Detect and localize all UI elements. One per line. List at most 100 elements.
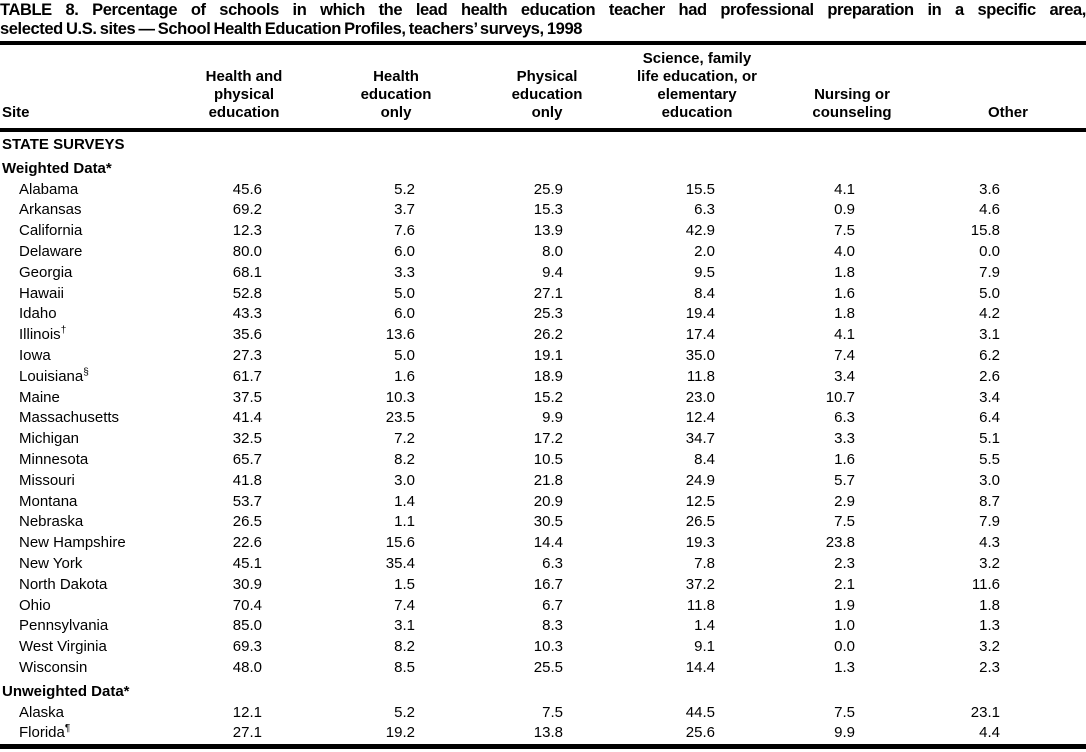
site-name: Michigan <box>19 430 80 448</box>
value-cell: 14.4 <box>533 534 563 552</box>
site-cell: Florida¶ <box>0 723 170 746</box>
site-cell: Pennsylvania <box>0 616 170 637</box>
value-cell: 3.1 <box>979 326 1000 344</box>
value-cell: 25.5 <box>533 658 563 676</box>
value-cell: 8.7 <box>979 492 1000 510</box>
column-header-text: Health <box>373 68 419 85</box>
table-row: Michigan 32.5 7.2 17.2 34.7 3.3 5.1 <box>0 429 1086 450</box>
table-row: West Virginia 69.3 8.2 10.3 9.1 0.0 3.2 <box>0 637 1086 658</box>
column-header-health-and-physical-education: Health and physical education <box>170 45 318 132</box>
site-name: Nebraska <box>19 513 84 531</box>
value-cell: 27.1 <box>533 284 563 302</box>
site-name: Montana <box>19 492 78 510</box>
value-cell: 8.0 <box>542 242 563 260</box>
table-body: STATE SURVEYS Weighted Data* Alabama 45.6 5.… <box>0 130 1086 747</box>
value-cell: 1.8 <box>979 596 1000 614</box>
value-cell: 13.6 <box>385 326 415 344</box>
value-cell: 1.9 <box>834 596 855 614</box>
table-row: Georgia 68.1 3.3 9.4 9.5 1.8 7.9 <box>0 263 1086 284</box>
site-name: Hawaii <box>19 284 65 302</box>
value-cell: 41.8 <box>232 471 262 489</box>
value-cell: 19.1 <box>533 346 563 364</box>
table-row: Arkansas 69.2 3.7 15.3 6.3 0.9 4.6 <box>0 200 1086 221</box>
value-cell: 7.4 <box>834 346 855 364</box>
site-cell: Montana <box>0 492 170 513</box>
value-cell: 22.6 <box>232 534 262 552</box>
value-cell: 15.6 <box>385 534 415 552</box>
value-cell: 8.4 <box>694 284 715 302</box>
column-header-text: physical <box>213 86 275 103</box>
column-header-science-family-life-or-elementary-education: Science, family life education, or element… <box>620 45 774 132</box>
site-cell: New Hampshire <box>0 533 170 554</box>
table-title-line-2: selected U.S. sites — School Health Educ… <box>0 20 582 38</box>
value-cell: 24.9 <box>685 471 715 489</box>
site-name: Alabama <box>19 180 79 198</box>
footnote-marker: † <box>60 325 67 337</box>
value-cell: 43.3 <box>232 305 262 323</box>
value-cell: 23.8 <box>825 534 855 552</box>
value-cell: 7.2 <box>394 430 415 448</box>
value-cell: 7.9 <box>979 513 1000 531</box>
column-header-physical-education-only: Physical education only <box>474 45 620 132</box>
value-cell: 19.4 <box>685 305 715 323</box>
site-cell: California <box>0 221 170 242</box>
site-cell: Nebraska <box>0 512 170 533</box>
value-cell: 3.0 <box>979 471 1000 489</box>
value-cell: 9.1 <box>694 638 715 656</box>
value-cell: 70.4 <box>232 596 262 614</box>
site-cell: Massachusetts <box>0 408 170 429</box>
value-cell: 11.8 <box>686 367 715 385</box>
value-cell: 42.9 <box>685 222 715 240</box>
column-header-other: Other <box>930 45 1086 132</box>
value-cell: 19.2 <box>385 724 415 742</box>
value-cell: 8.4 <box>694 450 715 468</box>
column-header-text: Health and <box>205 68 283 85</box>
value-cell: 23.0 <box>685 388 715 406</box>
site-name: New Hampshire <box>19 534 126 552</box>
value-cell: 2.6 <box>979 367 1000 385</box>
value-cell: 3.3 <box>394 263 415 281</box>
value-cell: 8.2 <box>394 450 415 468</box>
value-cell: 25.9 <box>533 180 563 198</box>
site-cell: Louisiana§ <box>0 367 170 388</box>
column-header-text: Nursing or <box>814 86 890 103</box>
table-row: North Dakota 30.9 1.5 16.7 37.2 2.1 11.6 <box>0 575 1086 596</box>
site-cell: Michigan <box>0 429 170 450</box>
site-name: West Virginia <box>19 638 107 656</box>
value-cell: 12.5 <box>685 492 715 510</box>
table-row: Missouri 41.8 3.0 21.8 24.9 5.7 3.0 <box>0 471 1086 492</box>
value-cell: 6.0 <box>394 305 415 323</box>
value-cell: 5.1 <box>979 430 1000 448</box>
column-header-text: education <box>661 104 733 121</box>
footnote-marker: ¶ <box>64 723 71 735</box>
table-row: Pennsylvania 85.0 3.1 8.3 1.4 1.0 1.3 <box>0 616 1086 637</box>
site-name: New York <box>19 554 83 572</box>
value-cell: 34.7 <box>685 430 715 448</box>
value-cell: 3.6 <box>979 180 1000 198</box>
value-cell: 3.2 <box>979 638 1000 656</box>
value-cell: 26.2 <box>533 326 563 344</box>
site-cell: Georgia <box>0 263 170 284</box>
value-cell: 9.9 <box>834 724 855 742</box>
value-cell: 8.5 <box>394 658 415 676</box>
value-cell: 1.8 <box>834 305 855 323</box>
value-cell: 0.9 <box>834 201 855 219</box>
site-cell: Hawaii <box>0 284 170 305</box>
value-cell: 4.6 <box>979 201 1000 219</box>
site-name: Missouri <box>19 471 75 489</box>
value-cell: 4.1 <box>834 180 855 198</box>
column-header-nursing-or-counseling: Nursing or counseling <box>774 45 930 132</box>
site-cell: Ohio <box>0 596 170 617</box>
value-cell: 27.1 <box>232 724 262 742</box>
value-cell: 2.1 <box>834 575 855 593</box>
value-cell: 6.0 <box>394 242 415 260</box>
value-cell: 9.4 <box>542 263 563 281</box>
value-cell: 3.0 <box>394 471 415 489</box>
value-cell: 9.5 <box>694 263 715 281</box>
value-cell: 8.3 <box>542 617 563 635</box>
column-header-text: education <box>208 104 280 121</box>
site-name: Massachusetts <box>19 409 120 427</box>
value-cell: 3.4 <box>834 367 855 385</box>
value-cell: 4.3 <box>979 534 1000 552</box>
